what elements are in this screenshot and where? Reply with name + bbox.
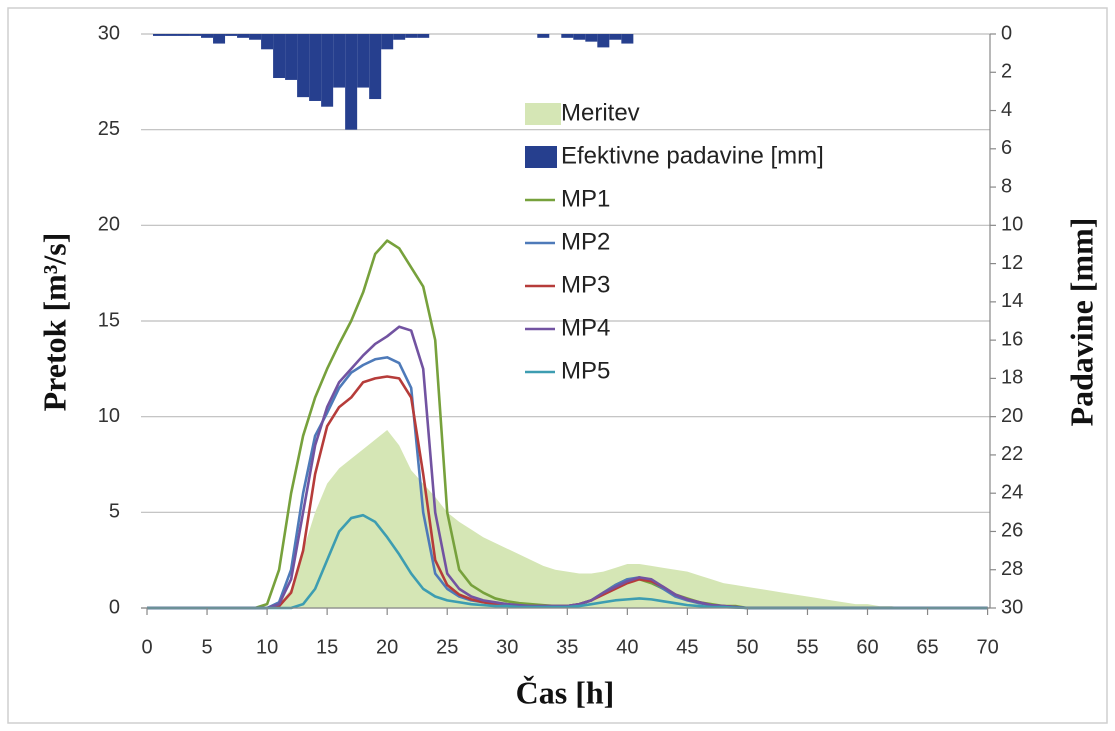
y-tick-label: 30 [98,22,120,44]
x-tick-label: 70 [976,636,998,658]
x-axis-title: Čas [h] [516,674,615,710]
x-tick-label: 5 [201,636,212,658]
y2-tick-label: 28 [1001,558,1023,580]
y2-tick-label: 16 [1001,328,1023,350]
legend-label: MP5 [561,357,610,384]
rain-bar [237,34,250,38]
rain-bar [309,34,322,101]
y2-tick-label: 14 [1001,290,1023,312]
legend: Meritev Efektivne padavine [mm] MP1 MP2 MP3 M… [525,99,824,384]
rain-bar [393,34,406,40]
rain-bar [201,34,214,38]
x-tick-label: 65 [916,636,938,658]
rain-bar [297,34,310,98]
rain-bar [357,34,370,88]
rain-bar [333,34,346,88]
x-tick-label: 15 [316,636,338,658]
rain-bar [321,34,334,107]
x-tick-label: 55 [796,636,818,658]
y2-tick-label: 4 [1001,99,1012,121]
y2-tick-label: 0 [1001,22,1012,44]
y2-tick-label: 6 [1001,137,1012,159]
rain-bar [405,34,418,38]
y2-tick-label: 8 [1001,175,1012,197]
x-tick-label: 20 [376,636,398,658]
y-tick-label: 5 [109,501,120,523]
rain-bar [561,34,574,38]
rain-bar [261,34,274,50]
x-tick-label: 30 [496,636,518,658]
rain-bar [345,34,358,130]
rain-bar [585,34,598,42]
legend-label: Meritev [561,99,640,126]
x-tick-label: 35 [556,636,578,658]
x-tick-label: 25 [436,636,458,658]
y2-tick-label: 22 [1001,443,1023,465]
y2-tick-label: 10 [1001,214,1023,236]
y2-tick-label: 24 [1001,481,1023,503]
legend-swatch [525,103,561,125]
rain-bar [381,34,394,50]
rain-bar [537,34,550,38]
legend-label: MP3 [561,271,610,298]
rain-bar [573,34,586,40]
x-tick-label: 50 [736,636,758,658]
y2-axis-title: Padavine [mm] [1063,218,1099,427]
y2-tick-label: 18 [1001,367,1023,389]
rain-bar [213,34,226,44]
rain-bar [621,34,634,44]
x-tick-label: 10 [256,636,278,658]
rain-bar [609,34,622,40]
y2-tick-label: 26 [1001,520,1023,542]
y-tick-label: 0 [109,596,120,618]
rain-bar [189,34,202,36]
legend-label: MP2 [561,228,610,255]
y2-tick-label: 12 [1001,252,1023,274]
legend-label: MP1 [561,185,610,212]
y-axis-title: Pretok [m³/s] [36,233,72,412]
y2-tick-label: 20 [1001,405,1023,427]
y2-tick-label: 30 [1001,596,1023,618]
rain-bar [153,34,166,36]
rain-bar [249,34,262,40]
y-tick-label: 20 [98,214,120,236]
x-tick-label: 40 [616,636,638,658]
x-tick-label: 45 [676,636,698,658]
x-tick-label: 60 [856,636,878,658]
y-tick-label: 15 [98,309,120,331]
legend-swatch [525,146,557,168]
rain-bar [225,34,238,36]
rain-bar [597,34,610,48]
rain-bar [165,34,178,36]
y2-tick-label: 2 [1001,61,1012,83]
x-tick-label: 0 [141,636,152,658]
area [147,430,988,608]
rain-bar [285,34,298,80]
rain-bar [417,34,430,38]
legend-label: Efektivne padavine [mm] [561,142,824,169]
rain-bar [177,34,190,36]
legend-label: MP4 [561,314,610,341]
rain-bar [273,34,286,79]
rain-bar [369,34,382,100]
y-tick-label: 25 [98,118,120,140]
y-tick-label: 10 [98,405,120,427]
